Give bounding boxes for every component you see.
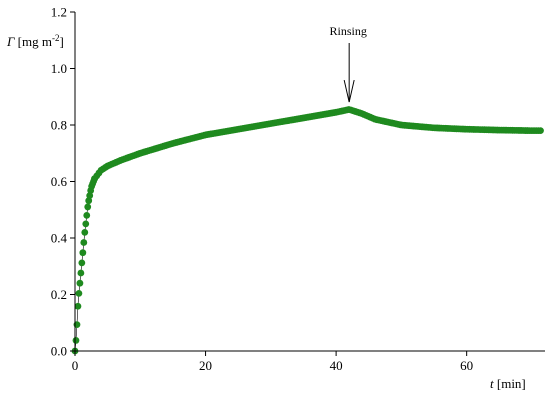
y-tick-label: 0.0 bbox=[51, 344, 67, 359]
x-tick-label: 0 bbox=[72, 358, 79, 373]
x-tick-label: 60 bbox=[460, 358, 473, 373]
data-point bbox=[79, 249, 87, 257]
data-point bbox=[75, 289, 83, 297]
data-points bbox=[71, 106, 544, 355]
x-axis-unit: [min] bbox=[494, 376, 526, 391]
y-tick-label: 0.2 bbox=[51, 287, 67, 302]
annotation-label: Rinsing bbox=[329, 24, 366, 38]
y-tick-label: 0.6 bbox=[51, 174, 68, 189]
y-tick-label: 1.2 bbox=[51, 5, 67, 20]
data-point bbox=[86, 192, 94, 200]
series-line bbox=[74, 109, 541, 352]
y-ticks: 0.0 0.2 0.4 0.6 0.8 1.0 1.2 bbox=[51, 5, 75, 359]
rinsing-annotation: Rinsing bbox=[329, 24, 367, 103]
y-axis-unit-close: ] bbox=[59, 34, 63, 49]
data-point bbox=[72, 337, 80, 344]
data-point bbox=[76, 279, 84, 287]
data-point bbox=[77, 269, 85, 277]
data-point bbox=[84, 203, 92, 211]
data-point bbox=[82, 220, 90, 228]
axes bbox=[74, 12, 545, 352]
data-point bbox=[85, 197, 93, 205]
y-tick-label: 1.0 bbox=[51, 61, 67, 76]
y-axis-title: Γ [mg m-2] bbox=[6, 33, 64, 49]
y-axis-variable: Γ bbox=[6, 34, 15, 49]
x-axis-title: t [min] bbox=[490, 376, 526, 391]
x-ticks: 0 20 40 60 bbox=[72, 351, 473, 373]
data-point bbox=[80, 239, 88, 246]
data-point bbox=[83, 212, 91, 219]
y-axis-unit: [mg m bbox=[14, 34, 52, 49]
data-point bbox=[74, 302, 82, 310]
x-tick-label: 40 bbox=[330, 358, 343, 373]
data-point bbox=[78, 259, 86, 267]
data-point bbox=[81, 228, 89, 236]
y-tick-label: 0.8 bbox=[51, 118, 67, 133]
data-point bbox=[537, 127, 544, 135]
y-tick-label: 0.4 bbox=[51, 231, 68, 246]
y-axis-unit-exponent: -2 bbox=[52, 33, 60, 43]
annotation-arrow-head bbox=[343, 79, 355, 103]
x-axis-variable: t bbox=[490, 376, 494, 391]
x-tick-label: 20 bbox=[199, 358, 212, 373]
